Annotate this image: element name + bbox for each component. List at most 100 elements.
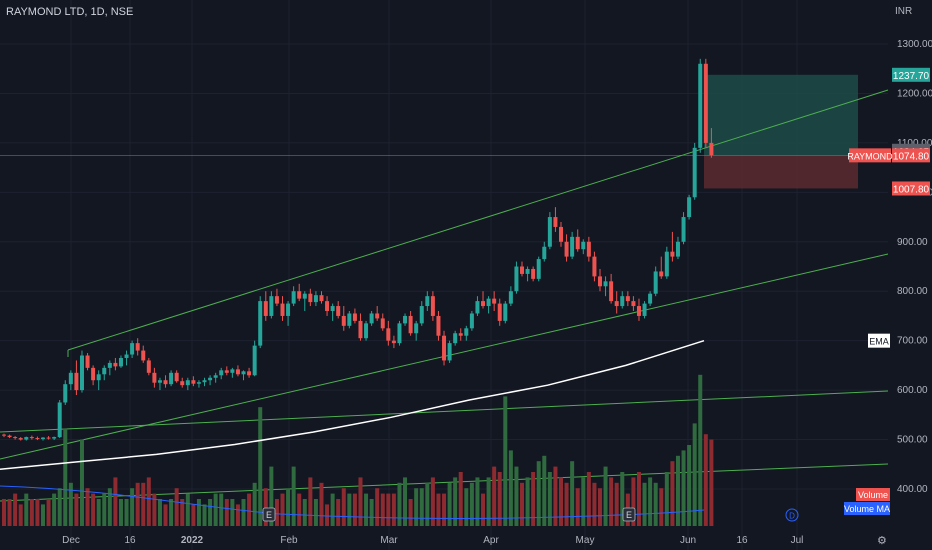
candle-body xyxy=(24,437,29,440)
volume-bar xyxy=(425,482,430,526)
volume-bar xyxy=(57,488,62,526)
volume-bar xyxy=(7,499,12,526)
volume-bar xyxy=(358,477,363,526)
candle-body xyxy=(191,380,196,384)
volume-bar xyxy=(609,477,614,526)
candle-body xyxy=(447,343,452,361)
volume-bar xyxy=(146,477,151,526)
earnings-marker-label: E xyxy=(626,510,632,520)
candle-body xyxy=(620,296,625,307)
gear-icon[interactable]: ⚙ xyxy=(877,535,887,547)
candle-body xyxy=(698,63,703,148)
volume-bar xyxy=(130,488,135,526)
candle-body xyxy=(52,437,57,439)
candle-body xyxy=(57,402,62,438)
candle-body xyxy=(542,246,547,260)
volume-bar xyxy=(252,482,257,526)
y-tick-label: 800.00 xyxy=(897,286,928,297)
candle-body xyxy=(35,438,40,440)
volume-bar xyxy=(469,482,474,526)
x-tick-label: 2022 xyxy=(181,535,204,546)
candle-body xyxy=(670,251,675,257)
volume-bar xyxy=(436,493,441,526)
candle-body xyxy=(208,377,213,381)
candle-body xyxy=(547,217,552,247)
candle-body xyxy=(185,380,190,386)
volume-bar xyxy=(18,504,23,526)
dividend-marker[interactable] xyxy=(785,508,799,522)
candle-body xyxy=(492,298,497,304)
volume-bar xyxy=(230,499,235,526)
candle-body xyxy=(380,318,385,329)
volume-bar xyxy=(419,488,424,526)
candle-body xyxy=(280,303,285,316)
volume-bar xyxy=(63,428,68,526)
price-label-box xyxy=(892,181,930,196)
volume-bar xyxy=(453,477,458,526)
price-label-box xyxy=(892,67,930,82)
candle-body xyxy=(269,296,274,316)
candle-body xyxy=(235,369,240,375)
candle-body xyxy=(675,241,680,257)
volume-bar xyxy=(213,493,218,526)
volume-bar xyxy=(375,488,380,526)
volume-bar xyxy=(687,445,692,526)
candle-body xyxy=(475,301,480,314)
volume-bar xyxy=(224,499,229,526)
candle-body xyxy=(169,372,174,385)
candle-body xyxy=(358,320,363,339)
volume-bar xyxy=(24,493,29,526)
stop-zone xyxy=(704,155,858,189)
volume-bar xyxy=(202,504,207,526)
volume-bar xyxy=(330,493,335,526)
candle-body xyxy=(286,303,291,316)
candle-body xyxy=(319,295,324,302)
volume-bar xyxy=(564,482,569,526)
candle-body xyxy=(425,296,430,307)
volume-bar xyxy=(664,472,669,526)
volume-bar xyxy=(570,461,575,526)
volume-bar xyxy=(703,434,708,526)
candle-body xyxy=(202,380,207,383)
candle-body xyxy=(631,301,636,307)
volume-bar xyxy=(274,499,279,526)
volume-bar xyxy=(553,466,558,526)
volume-bar xyxy=(40,504,45,526)
candle-body xyxy=(419,306,424,324)
volume-bar xyxy=(113,477,118,526)
candle-body xyxy=(352,313,357,321)
candle-body xyxy=(397,323,402,344)
candle-body xyxy=(553,217,558,227)
earnings-marker[interactable] xyxy=(622,507,636,522)
candle-body xyxy=(46,437,51,439)
volume-bar xyxy=(592,482,597,526)
candle-body xyxy=(709,142,714,156)
volume-bar xyxy=(325,504,330,526)
earnings-marker-label: E xyxy=(266,510,272,520)
volume-bar xyxy=(2,499,6,526)
candle-body xyxy=(297,291,302,299)
price-label: 1074.80 xyxy=(893,151,930,162)
candle-body xyxy=(219,370,224,376)
volume-bar xyxy=(141,482,146,526)
candle-body xyxy=(458,333,463,336)
earnings-marker[interactable] xyxy=(262,507,276,522)
volume-bar xyxy=(319,482,324,526)
volume-bar xyxy=(52,493,57,526)
y-tick-label: 1100.00 xyxy=(897,138,932,149)
chart-title: RAYMOND LTD, 1D, NSE xyxy=(6,6,134,18)
candles xyxy=(2,58,714,441)
volume-bar xyxy=(586,472,591,526)
candle-body xyxy=(96,374,101,381)
volume-bar xyxy=(163,504,168,526)
candle-body xyxy=(291,291,296,304)
candle-body xyxy=(536,259,541,279)
grid xyxy=(0,0,888,550)
candle-body xyxy=(375,313,380,319)
volume-bar xyxy=(85,488,90,526)
candle-body xyxy=(325,301,330,311)
candle-body xyxy=(391,340,396,344)
volume-bar xyxy=(263,488,268,526)
candle-body xyxy=(241,371,246,375)
